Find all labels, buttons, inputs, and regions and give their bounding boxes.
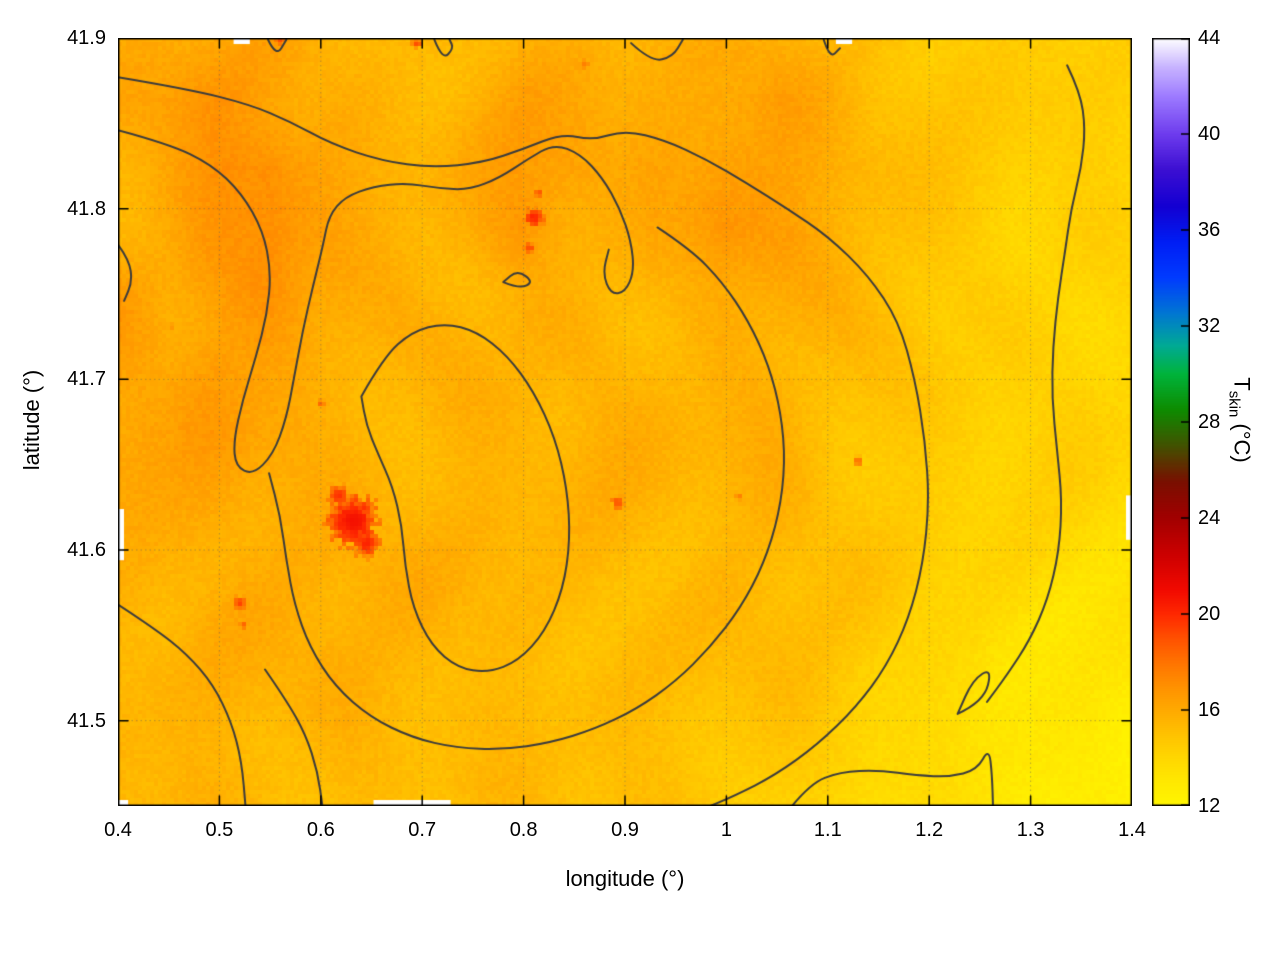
colorbar-tick-label: 12 [1198,795,1221,817]
x-tick-label: 0.8 [509,819,538,841]
x-tick-label: 0.6 [306,819,335,841]
colorbar-tick-label: 28 [1198,411,1221,433]
y-tick-label: 41.6 [67,539,106,561]
colorbar [1152,38,1190,806]
y-tick-label: 41.5 [67,709,106,732]
colorbar-tick-label: 40 [1198,123,1221,145]
y-tick-label: 41.8 [67,197,106,220]
x-tick-label: 1.3 [1016,819,1045,841]
colorbar-tick-label: 16 [1198,699,1221,721]
x-tick-label: 1.4 [1118,819,1146,841]
x-tick-label: 1.1 [813,819,842,841]
colorbar-tick-label: 24 [1198,507,1221,529]
heatmap-plot [118,38,1132,806]
x-tick-label: 1.2 [915,819,944,841]
colorbar-label-subscript: skin [1225,390,1243,418]
x-tick-label: 0.4 [104,819,132,841]
colorbar-tick-label: 36 [1198,219,1221,241]
colorbar-tick-label: 44 [1198,27,1221,49]
x-tick-label: 0.5 [205,819,234,841]
colorbar-label: Tskin (°C) [1225,377,1254,463]
x-tick-label: 0.9 [611,819,639,841]
colorbar-label-symbol: T [1229,377,1255,391]
y-tick-label: 41.7 [67,368,106,391]
colorbar-tick-label: 20 [1198,603,1221,625]
x-tick-label: 0.7 [408,819,437,841]
colorbar-label-units: (°C) [1229,417,1255,463]
colorbar-tick-label: 32 [1198,315,1221,337]
x-tick-label: 1 [720,819,732,841]
y-tick-label: 41.9 [67,27,106,49]
x-axis-label: longitude (°) [565,866,685,891]
